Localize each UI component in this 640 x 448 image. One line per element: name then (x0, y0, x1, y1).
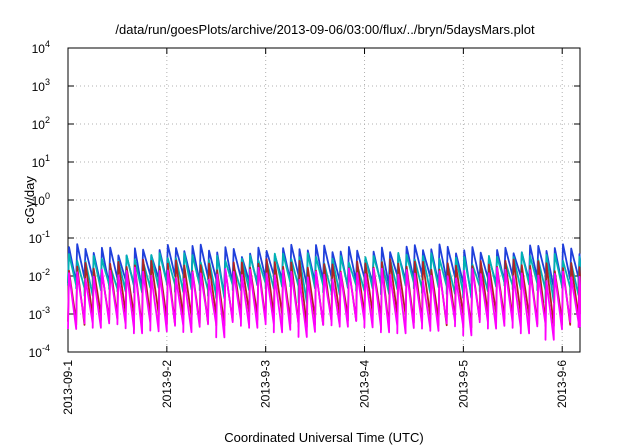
y-tick-label: 103 (32, 77, 50, 94)
y-tick-label: 101 (32, 153, 50, 170)
y-axis-label: cGy/day (22, 176, 37, 224)
x-tick-label: 2013-9-3 (259, 360, 273, 408)
x-tick-label: 2013-9-4 (358, 360, 372, 408)
y-tick-labels: 10-4 10-3 10-2 10-1 100 101 102 103 104 (29, 39, 50, 360)
y-tick-label: 104 (32, 39, 50, 56)
y-tick-label: 10-4 (29, 343, 50, 360)
chart-title: /data/run/goesPlots/archive/2013-09-06/0… (115, 22, 535, 37)
y-tick-label: 10-1 (29, 229, 50, 246)
series-line (67, 243, 581, 299)
y-tick-label: 10-3 (29, 305, 50, 322)
x-axis-label: Coordinated Universal Time (UTC) (224, 430, 423, 445)
x-tick-label: 2013-9-6 (555, 360, 569, 408)
series-line (67, 251, 581, 304)
x-tick-label: 2013-9-5 (456, 360, 470, 408)
series-lines (67, 243, 581, 341)
y-tick-label: 100 (32, 191, 50, 208)
series-line (67, 266, 581, 341)
y-tick-label: 10-2 (29, 267, 50, 284)
y-tick-label: 102 (32, 115, 50, 132)
x-tick-labels: 2013-09-1 2013-9-2 2013-9-3 2013-9-4 2013-9-… (61, 360, 569, 415)
x-tick-label: 2013-9-2 (160, 360, 174, 408)
x-tick-label: 2013-09-1 (61, 360, 75, 415)
